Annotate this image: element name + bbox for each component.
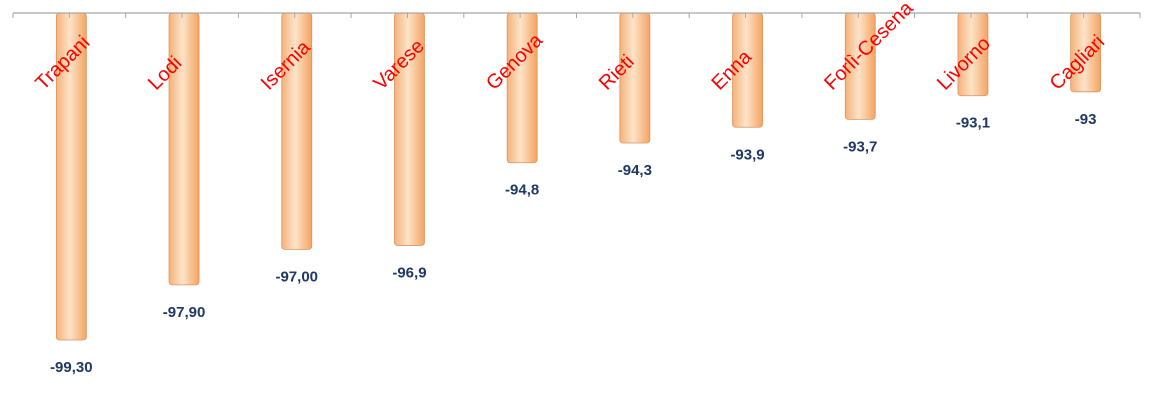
value-label: -96,9 — [392, 264, 426, 281]
value-label: -97,90 — [163, 304, 206, 321]
value-label: -93,7 — [843, 138, 877, 155]
x-axis — [12, 12, 1141, 18]
value-label: -93,1 — [956, 115, 990, 132]
value-label: -97,00 — [275, 268, 318, 285]
value-label: -94,3 — [618, 162, 652, 179]
value-label: -93,9 — [730, 146, 764, 163]
bar-lodi — [168, 12, 200, 286]
value-labels: -99,30 -97,90 -97,00 -96,9 -94,8 -94,3 -93,9 -9… — [50, 111, 1096, 376]
bars-layer — [55, 12, 1102, 341]
value-label: -93 — [1075, 111, 1097, 128]
value-label: -94,8 — [505, 182, 539, 199]
value-label: -99,30 — [50, 359, 93, 376]
